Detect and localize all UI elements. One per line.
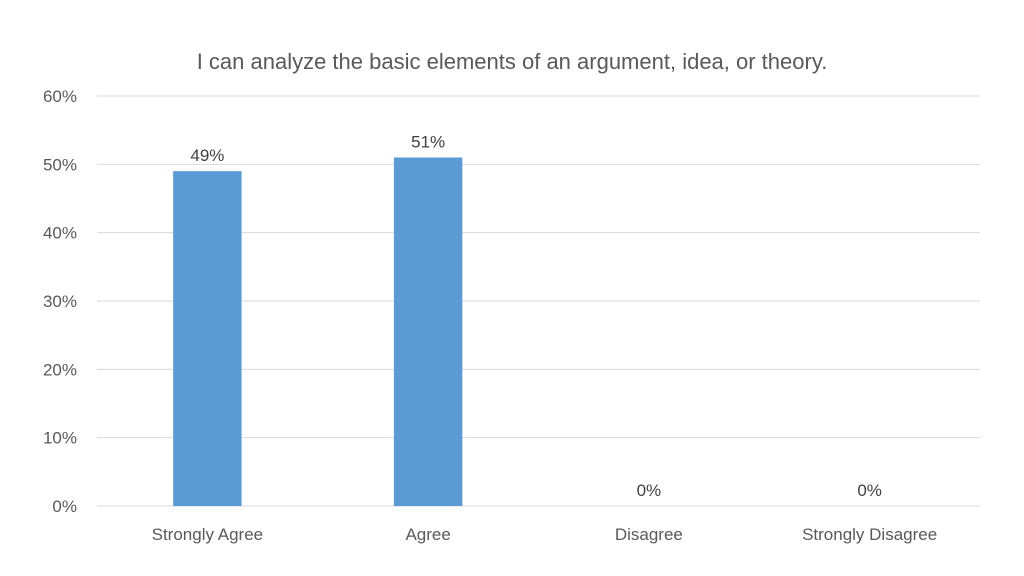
y-tick-label: 40% xyxy=(43,224,77,243)
data-label: 51% xyxy=(411,133,445,152)
category-label: Agree xyxy=(405,525,450,544)
data-label: 0% xyxy=(637,481,662,500)
category-label: Strongly Agree xyxy=(152,525,264,544)
y-tick-label: 50% xyxy=(43,155,77,174)
y-tick-label: 20% xyxy=(43,360,77,379)
data-labels: 49% 51% 0% 0% xyxy=(190,133,882,501)
bar xyxy=(393,157,463,506)
bars xyxy=(173,157,463,506)
gridlines xyxy=(97,95,980,507)
data-label: 49% xyxy=(190,146,224,165)
y-tick-label: 30% xyxy=(43,292,77,311)
y-tick-label: 60% xyxy=(43,87,77,106)
category-label: Strongly Disagree xyxy=(802,525,937,544)
y-tick-label: 0% xyxy=(52,497,77,516)
x-axis-categories: Strongly Agree Agree Disagree Strongly Disa… xyxy=(152,525,938,544)
y-tick-label: 10% xyxy=(43,429,77,448)
bar xyxy=(173,171,242,506)
category-label: Disagree xyxy=(615,525,683,544)
chart-title: I can analyze the basic elements of an a… xyxy=(197,49,828,74)
y-axis-ticks: 0% 10% 20% 30% 40% 50% 60% xyxy=(43,87,77,516)
data-label: 0% xyxy=(857,481,882,500)
